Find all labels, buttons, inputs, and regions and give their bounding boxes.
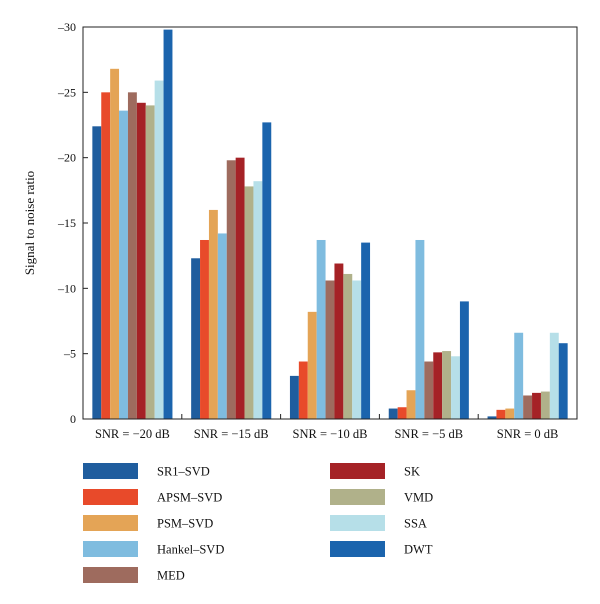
bar xyxy=(388,408,398,419)
bar xyxy=(235,157,245,420)
x-category-label: SNR = −5 dB xyxy=(394,427,463,441)
legend-swatch xyxy=(330,541,385,557)
y-tick-label: –5 xyxy=(63,347,76,361)
bar xyxy=(549,332,559,419)
bar xyxy=(415,239,425,419)
legend-label: APSM–SVD xyxy=(157,491,222,505)
bar xyxy=(200,239,209,419)
legend-swatch xyxy=(83,463,138,479)
y-axis-title: Signal to noise ratio xyxy=(22,171,37,275)
bars-layer xyxy=(92,29,568,420)
legend-swatch xyxy=(83,515,138,531)
bar xyxy=(307,311,317,419)
legend-label: DWT xyxy=(404,543,433,557)
bar xyxy=(110,68,120,419)
bar xyxy=(442,351,452,419)
bar xyxy=(505,408,515,419)
y-tick-label: –10 xyxy=(57,281,76,295)
x-category-label: SNR = 0 dB xyxy=(497,427,559,441)
legend-label: Hankel–SVD xyxy=(157,543,224,557)
bar xyxy=(397,407,407,419)
legend-swatch xyxy=(83,489,138,505)
bar xyxy=(487,416,497,419)
legend-label: MED xyxy=(157,569,185,583)
legend-swatch xyxy=(330,515,385,531)
bar xyxy=(101,92,111,419)
bar xyxy=(145,105,155,420)
legend-label: SSA xyxy=(404,517,427,531)
bar xyxy=(191,258,201,419)
y-tick-label: –20 xyxy=(57,151,76,165)
bar xyxy=(163,29,173,420)
legend-swatch xyxy=(330,489,385,505)
y-tick-label: –15 xyxy=(57,216,76,230)
y-axis: 0 –5 –10 –15 –20 –25 –30 xyxy=(57,20,88,426)
x-category-label: SNR = −20 dB xyxy=(95,427,170,441)
bar xyxy=(406,390,416,419)
bar xyxy=(253,181,263,419)
bar xyxy=(325,280,335,419)
bar xyxy=(298,361,308,419)
bar xyxy=(514,332,524,419)
legend-label: SK xyxy=(404,465,420,479)
legend-label: PSM–SVD xyxy=(157,517,213,531)
bar xyxy=(289,375,299,419)
bar xyxy=(244,186,254,419)
bar xyxy=(119,110,128,419)
x-axis: SNR = −20 dB SNR = −15 dB SNR = −10 dB SNR … xyxy=(95,414,558,441)
bar xyxy=(217,233,227,419)
bar xyxy=(451,356,460,419)
bar xyxy=(558,343,568,419)
bar xyxy=(540,391,550,419)
bar xyxy=(433,352,443,419)
bar xyxy=(532,392,541,419)
bar xyxy=(334,263,344,419)
legend-label: VMD xyxy=(404,491,433,505)
bar xyxy=(208,209,218,419)
x-category-label: SNR = −10 dB xyxy=(293,427,368,441)
legend-swatch xyxy=(330,463,385,479)
bar xyxy=(496,409,506,419)
bar xyxy=(424,361,434,419)
bar xyxy=(361,242,371,419)
bar xyxy=(352,280,362,419)
legend-label: SR1–SVD xyxy=(157,465,210,479)
bar xyxy=(343,273,353,419)
bar xyxy=(316,239,326,419)
legend: SR1–SVD APSM–SVD PSM–SVD Hankel–SVD MED SK VMD… xyxy=(83,463,433,583)
bar xyxy=(262,122,272,419)
x-category-label: SNR = −15 dB xyxy=(194,427,269,441)
bar xyxy=(127,92,137,419)
y-tick-label: 0 xyxy=(70,412,76,426)
legend-swatch xyxy=(83,567,138,583)
bar xyxy=(459,301,469,419)
bar xyxy=(226,160,236,419)
bar xyxy=(154,80,164,419)
bar xyxy=(523,395,533,419)
y-tick-label: –30 xyxy=(57,20,76,34)
y-tick-label: –25 xyxy=(57,85,76,99)
legend-swatch xyxy=(83,541,138,557)
bar xyxy=(136,102,146,419)
bar xyxy=(92,126,102,419)
